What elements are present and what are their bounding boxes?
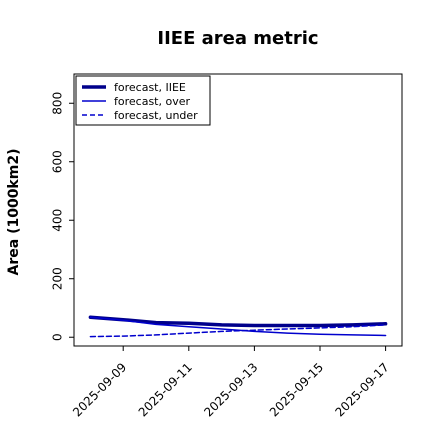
y-tick-label: 800 — [51, 92, 65, 115]
y-tick-label: 400 — [51, 209, 65, 232]
y-tick-label: 200 — [51, 267, 65, 290]
x-tick-label: 2025-09-17 — [333, 360, 392, 419]
x-tick-label: 2025-09-09 — [70, 360, 129, 419]
legend-label: forecast, over — [114, 95, 190, 108]
y-tick-label: 600 — [51, 150, 65, 173]
legend-label: forecast, under — [114, 109, 198, 122]
series-line — [89, 324, 387, 338]
x-tick-label: 2025-09-15 — [267, 360, 326, 419]
plot-area — [73, 73, 403, 347]
series-layer — [88, 315, 388, 338]
legend-label: forecast, IIEE — [114, 81, 186, 94]
x-tick-label: 2025-09-13 — [201, 360, 260, 419]
chart-title: IIEE area metric — [157, 28, 318, 49]
series-line — [88, 315, 388, 328]
y-axis-label: Area (1000km2) — [6, 149, 22, 276]
x-tick-label: 2025-09-11 — [136, 360, 195, 419]
y-tick-label: 0 — [51, 333, 65, 341]
